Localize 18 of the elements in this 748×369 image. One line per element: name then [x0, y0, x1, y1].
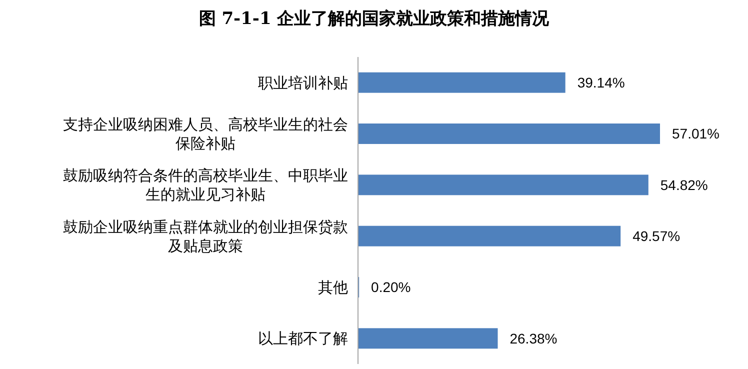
y-tick-label: 鼓励吸纳符合条件的高校毕业生、中职毕业生的就业见习补贴	[63, 166, 348, 204]
bar	[358, 328, 498, 349]
data-label: 54.82%	[660, 176, 708, 193]
data-label: 0.20%	[371, 279, 411, 296]
bar	[358, 226, 621, 246]
data-label: 26.38%	[510, 330, 558, 346]
bar	[358, 124, 660, 144]
bar	[358, 174, 648, 196]
chart-title: 图 7-1-1 企业了解的国家就业政策和措施情况	[198, 9, 550, 29]
y-tick-label: 以上都不了解	[258, 330, 348, 348]
y-tick-label: 其他	[318, 278, 348, 296]
data-label: 57.01%	[672, 126, 720, 142]
y-tick-label: 支持企业吸纳困难人员、高校毕业生的社会保险补贴	[63, 116, 348, 152]
bar	[358, 72, 566, 93]
data-label: 49.57%	[632, 228, 680, 244]
y-tick-label: 职业培训补贴	[258, 74, 348, 92]
y-tick-label: 鼓励企业吸纳重点群体就业的创业担保贷款及贴息政策	[63, 218, 348, 255]
data-label: 39.14%	[577, 74, 625, 90]
